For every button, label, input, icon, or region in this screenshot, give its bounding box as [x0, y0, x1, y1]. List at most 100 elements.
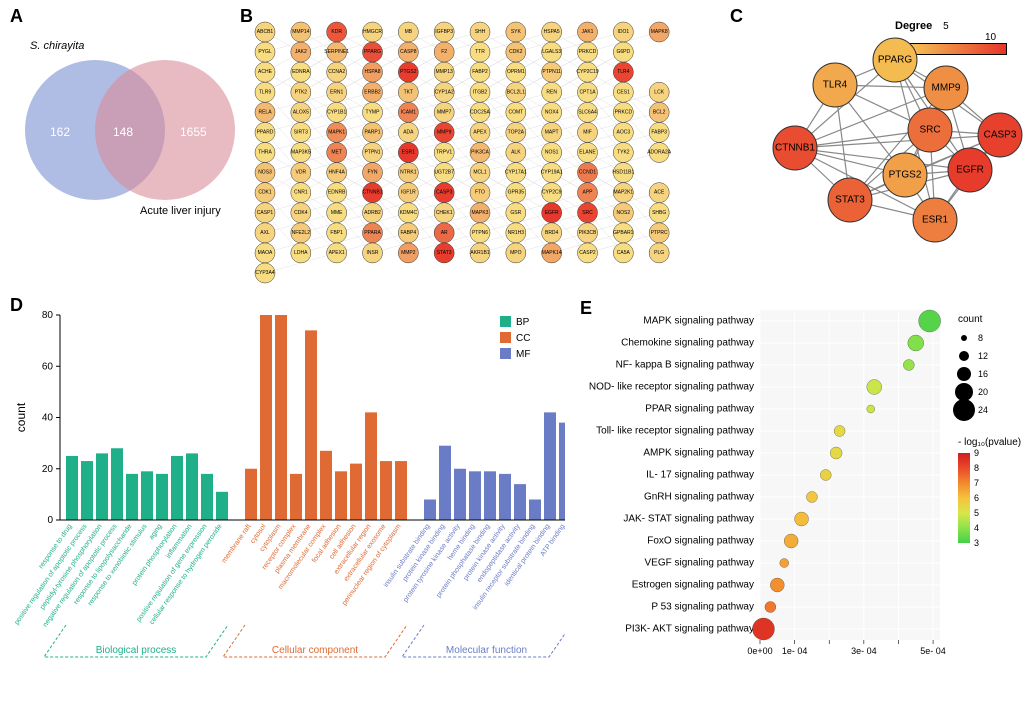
svg-text:CYP1A2: CYP1A2	[435, 89, 454, 95]
panel-a-venn: S. chirayita 162 148 1655 Acute liver in…	[0, 20, 230, 220]
svg-text:MPO: MPO	[510, 250, 522, 256]
svg-text:ELANE: ELANE	[579, 150, 596, 156]
svg-text:CES1: CES1	[617, 89, 630, 95]
svg-text:APEX: APEX	[473, 129, 487, 135]
svg-text:TYMP: TYMP	[366, 109, 381, 115]
svg-text:PRKCD: PRKCD	[615, 109, 633, 115]
dot-Toll--like-receptor-signaling-pathway	[834, 426, 845, 437]
svg-text:FBP1: FBP1	[330, 230, 343, 236]
svg-text:CCNA2: CCNA2	[328, 69, 345, 75]
bar-response-to-drug	[66, 456, 78, 520]
svg-text:GSR: GSR	[510, 210, 521, 216]
svg-text:HMGCR: HMGCR	[363, 29, 382, 35]
svg-text:MET: MET	[331, 150, 342, 156]
svg-text:INSR: INSR	[367, 250, 379, 256]
svg-text:- log₁₀(pvalue): - log₁₀(pvalue)	[958, 437, 1021, 448]
dot-PPAR-signaling-pathway	[867, 405, 875, 413]
svg-text:NR1H3: NR1H3	[508, 230, 525, 236]
svg-text:ERBB2: ERBB2	[364, 89, 381, 95]
dot-GnRH-signaling-pathway	[806, 492, 817, 503]
svg-text:ERN1: ERN1	[330, 89, 344, 95]
bar-plasma-membrane	[305, 330, 317, 520]
dot-MAPK-signaling-pathway	[919, 310, 941, 332]
svg-text:SHBG: SHBG	[652, 210, 666, 216]
svg-text:PI3K- AKT signaling pathway: PI3K- AKT signaling pathway	[625, 624, 754, 635]
bar-membrane-raft	[245, 469, 257, 520]
svg-text:HSPA8: HSPA8	[364, 69, 380, 75]
svg-text:IGF1R: IGF1R	[401, 190, 416, 196]
dot-Chemokine-signaling-pathway	[908, 335, 924, 351]
svg-text:0e+00: 0e+00	[747, 646, 772, 656]
svg-text:SRC: SRC	[919, 125, 940, 136]
svg-text:LGALS3: LGALS3	[542, 49, 561, 55]
svg-text:PIK3CB: PIK3CB	[579, 230, 597, 236]
svg-text:NOS2: NOS2	[617, 210, 631, 216]
bar-cytoplasm	[275, 315, 287, 520]
svg-text:6: 6	[974, 493, 979, 503]
svg-text:MMP9: MMP9	[932, 83, 961, 94]
svg-text:GnRH signaling pathway: GnRH signaling pathway	[644, 492, 754, 503]
svg-text:NOX4: NOX4	[545, 109, 559, 115]
svg-text:Estrogen signaling pathway: Estrogen signaling pathway	[632, 580, 754, 591]
dot-AMPK-signaling-pathway	[830, 447, 842, 459]
svg-text:IL- 17 signaling pathway: IL- 17 signaling pathway	[646, 470, 754, 481]
svg-text:40: 40	[42, 413, 54, 424]
svg-text:ALOX5: ALOX5	[293, 109, 309, 115]
venn-left-caption: S. chirayita	[30, 40, 84, 52]
venn-intersect-value: 148	[113, 125, 133, 139]
svg-text:ADRB2: ADRB2	[364, 210, 381, 216]
svg-text:CYP2C19: CYP2C19	[576, 69, 598, 75]
panel-b-network: ABCB1MMP14KDRHMGCRMBIGFBP3SHHSYKHSPA5JAK…	[245, 20, 715, 285]
svg-text:NFE2L2: NFE2L2	[292, 230, 311, 236]
svg-text:CPT1A: CPT1A	[579, 89, 596, 95]
svg-text:ABCB1: ABCB1	[257, 29, 274, 35]
svg-text:NOS3: NOS3	[258, 170, 272, 176]
svg-text:PTPN6: PTPN6	[472, 230, 488, 236]
svg-text:CASP1: CASP1	[257, 210, 274, 216]
bar-response-to-lipopolysaccharide	[126, 474, 138, 520]
bar-aging	[156, 474, 168, 520]
svg-text:CCND1: CCND1	[579, 170, 596, 176]
svg-text:HNF4A: HNF4A	[328, 170, 345, 176]
svg-text:CDK2: CDK2	[509, 49, 523, 55]
svg-text:JAK1: JAK1	[582, 29, 594, 35]
svg-text:SHH: SHH	[475, 29, 486, 35]
svg-text:TRPV1: TRPV1	[436, 150, 452, 156]
svg-text:NTRK1: NTRK1	[400, 170, 417, 176]
svg-text:PPARG: PPARG	[364, 49, 381, 55]
svg-text:JAK2: JAK2	[295, 49, 307, 55]
venn-left-value: 162	[50, 125, 70, 139]
svg-text:MCL1: MCL1	[473, 170, 487, 176]
svg-text:CDK4: CDK4	[294, 210, 308, 216]
svg-text:ESR1: ESR1	[922, 215, 949, 226]
svg-text:TLR4: TLR4	[823, 80, 848, 91]
bar-response-to-xenobiotic-stimulus	[141, 471, 153, 520]
svg-text:ADA: ADA	[403, 129, 414, 135]
svg-text:ALK: ALK	[511, 150, 521, 156]
bar-protein-tyrosine-kinase-activity	[454, 469, 466, 520]
svg-text:JAK- STAT signaling pathway: JAK- STAT signaling pathway	[623, 514, 754, 525]
svg-text:PPARA: PPARA	[364, 230, 381, 236]
svg-text:STAT3: STAT3	[835, 195, 865, 206]
bar-cytosol	[260, 315, 272, 520]
svg-text:MAOA: MAOA	[258, 250, 273, 256]
dot-JAK--STAT-signaling-pathway	[795, 512, 809, 526]
svg-text:SRC: SRC	[582, 210, 593, 216]
svg-text:MMP7: MMP7	[437, 109, 452, 115]
bar-ATP-binding	[559, 423, 565, 520]
svg-text:G6PD: G6PD	[617, 49, 631, 55]
svg-text:PRKCD: PRKCD	[579, 49, 597, 55]
svg-text:FABP2: FABP2	[472, 69, 488, 75]
svg-text:COMT: COMT	[508, 109, 523, 115]
dot-NOD--like-receptor-signaling-pathway	[867, 380, 882, 395]
svg-text:GPBAR1: GPBAR1	[613, 230, 634, 236]
svg-text:MB: MB	[405, 29, 413, 35]
svg-text:CDC25A: CDC25A	[470, 109, 490, 115]
svg-text:CYP17A1: CYP17A1	[505, 170, 527, 176]
svg-text:IGFBP3: IGFBP3	[435, 29, 453, 35]
svg-text:CTNNB1: CTNNB1	[362, 190, 382, 196]
svg-text:MAPK14: MAPK14	[542, 250, 562, 256]
svg-text:APEX1: APEX1	[329, 250, 345, 256]
svg-text:Chemokine signaling pathway: Chemokine signaling pathway	[621, 338, 754, 349]
bar-cellular-response-to-hydrogen-peroxide	[216, 492, 228, 520]
